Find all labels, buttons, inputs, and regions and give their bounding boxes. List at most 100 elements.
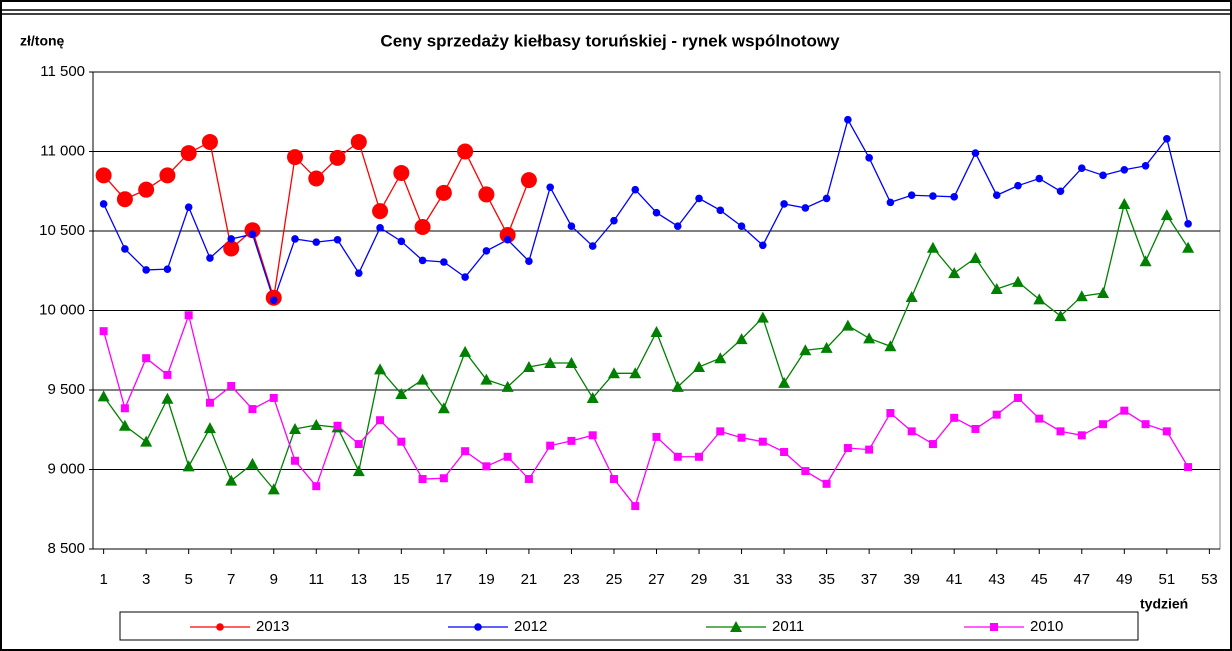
marker bbox=[865, 445, 874, 454]
marker bbox=[1182, 241, 1195, 253]
marker bbox=[629, 367, 642, 379]
marker bbox=[414, 219, 431, 236]
marker bbox=[248, 405, 257, 414]
marker bbox=[395, 387, 408, 399]
marker bbox=[693, 360, 706, 372]
marker bbox=[461, 447, 470, 456]
marker bbox=[457, 143, 474, 160]
marker bbox=[544, 356, 557, 368]
marker bbox=[354, 440, 363, 449]
x-axis-label: tydzień bbox=[1140, 596, 1188, 612]
marker bbox=[308, 170, 325, 187]
marker bbox=[950, 413, 959, 422]
marker bbox=[376, 416, 385, 425]
marker bbox=[524, 475, 533, 484]
marker bbox=[206, 254, 214, 262]
x-tick-label: 49 bbox=[1116, 571, 1133, 588]
marker bbox=[1056, 187, 1065, 196]
marker bbox=[291, 456, 300, 465]
marker bbox=[822, 479, 831, 488]
marker bbox=[1120, 165, 1129, 174]
x-tick-label: 21 bbox=[521, 571, 538, 588]
marker bbox=[248, 230, 257, 238]
marker bbox=[376, 224, 384, 232]
series-line bbox=[103, 117, 1189, 303]
marker bbox=[435, 184, 452, 201]
x-tick-label: 17 bbox=[436, 571, 453, 588]
marker bbox=[310, 418, 323, 430]
marker bbox=[140, 435, 153, 447]
marker bbox=[1184, 220, 1192, 228]
marker bbox=[474, 623, 482, 631]
marker bbox=[1160, 209, 1173, 221]
marker bbox=[588, 242, 597, 250]
marker bbox=[440, 258, 448, 266]
marker bbox=[929, 192, 937, 200]
marker bbox=[459, 345, 472, 357]
marker bbox=[201, 133, 218, 150]
marker bbox=[223, 240, 240, 257]
marker bbox=[163, 265, 172, 273]
marker bbox=[416, 373, 429, 385]
marker bbox=[780, 200, 788, 208]
marker bbox=[884, 340, 897, 352]
marker bbox=[1118, 197, 1131, 209]
marker bbox=[1014, 181, 1022, 190]
marker bbox=[758, 437, 767, 446]
marker bbox=[716, 427, 725, 436]
marker bbox=[822, 194, 831, 203]
marker bbox=[801, 204, 810, 212]
marker bbox=[520, 172, 537, 189]
marker bbox=[121, 245, 129, 253]
marker bbox=[586, 391, 599, 403]
x-tick-label: 13 bbox=[350, 571, 367, 588]
x-tick-label: 11 bbox=[308, 571, 324, 588]
x-tick-label: 25 bbox=[606, 571, 623, 588]
x-tick-label: 7 bbox=[227, 571, 235, 588]
marker bbox=[631, 502, 640, 511]
marker bbox=[1056, 427, 1065, 436]
marker bbox=[118, 419, 131, 431]
marker bbox=[735, 333, 748, 345]
marker bbox=[418, 256, 427, 265]
marker bbox=[269, 393, 278, 402]
marker bbox=[159, 167, 176, 184]
marker bbox=[907, 427, 916, 436]
marker bbox=[142, 354, 151, 363]
marker bbox=[950, 193, 958, 201]
marker bbox=[120, 404, 129, 413]
marker bbox=[393, 164, 410, 181]
marker bbox=[163, 370, 172, 379]
marker bbox=[267, 483, 280, 495]
x-tick-label: 51 bbox=[1158, 571, 1175, 588]
y-tick-label: 8 500 bbox=[47, 540, 85, 557]
marker bbox=[695, 452, 704, 461]
marker bbox=[1054, 310, 1067, 322]
marker bbox=[225, 474, 238, 486]
marker bbox=[843, 444, 852, 453]
marker bbox=[1035, 174, 1044, 183]
y-tick-label: 9 500 bbox=[47, 381, 85, 398]
marker bbox=[1033, 293, 1046, 305]
series-line bbox=[103, 201, 1189, 491]
marker bbox=[180, 145, 197, 162]
marker bbox=[97, 390, 110, 402]
marker bbox=[291, 235, 299, 243]
marker bbox=[312, 238, 321, 246]
x-tick-label: 5 bbox=[185, 571, 193, 588]
y-axis-label: zł/tonę bbox=[20, 33, 65, 49]
x-tick-label: 47 bbox=[1073, 571, 1090, 588]
marker bbox=[289, 422, 302, 434]
marker bbox=[907, 191, 916, 200]
marker bbox=[1013, 393, 1022, 402]
marker bbox=[673, 222, 682, 231]
marker bbox=[1099, 420, 1108, 429]
marker bbox=[397, 437, 406, 446]
x-tick-label: 27 bbox=[648, 571, 665, 588]
marker bbox=[865, 154, 873, 162]
marker bbox=[244, 222, 261, 239]
marker bbox=[1184, 463, 1193, 472]
marker bbox=[567, 436, 576, 445]
marker bbox=[610, 216, 618, 225]
marker bbox=[992, 191, 1001, 200]
